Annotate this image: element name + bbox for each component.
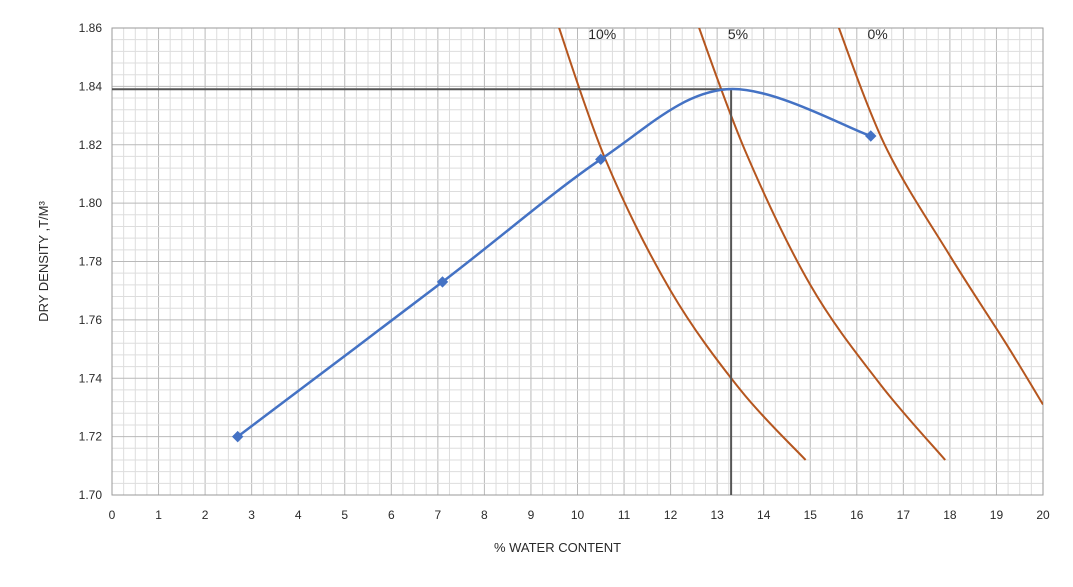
- compaction-curve-line: [236, 87, 872, 438]
- x-tick-label: 8: [481, 508, 488, 522]
- zav-curve-label: 0%: [868, 26, 888, 42]
- x-tick-label: 7: [435, 508, 442, 522]
- x-tick-label: 4: [295, 508, 302, 522]
- axes: [111, 27, 1044, 496]
- y-tick-label: 1.76: [79, 313, 103, 327]
- compaction-data-point: [865, 130, 877, 142]
- x-tick-label: 17: [897, 508, 911, 522]
- y-tick-label: 1.80: [79, 196, 103, 210]
- y-tick-label: 1.78: [79, 255, 103, 269]
- x-tick-label: 2: [202, 508, 209, 522]
- y-tick-label: 1.84: [79, 79, 103, 93]
- y-axis-title: DRY DENSITY ,T/M³: [36, 201, 51, 322]
- x-tick-label: 11: [618, 508, 631, 522]
- x-axis-title: % WATER CONTENT: [494, 540, 621, 555]
- x-tick-label: 10: [571, 508, 585, 522]
- x-tick-label: 16: [850, 508, 864, 522]
- x-tick-label: 19: [990, 508, 1004, 522]
- x-tick-label: 18: [943, 508, 957, 522]
- x-tick-label: 14: [757, 508, 771, 522]
- x-tick-label: 6: [388, 508, 395, 522]
- x-tick-label: 3: [248, 508, 255, 522]
- zav-curve-5pct: [698, 28, 946, 461]
- compaction-data-point: [231, 430, 244, 443]
- x-tick-label: 0: [109, 508, 116, 522]
- grid: [111, 27, 1044, 496]
- x-tick-label: 20: [1036, 508, 1050, 522]
- zav-curve-0pct: [837, 28, 1043, 406]
- compaction-data-point: [595, 153, 607, 166]
- y-tick-label: 1.82: [79, 138, 103, 152]
- zav-curve-10pct: [558, 28, 807, 461]
- labels: 0 1 2 3 4 5 6 7 8 9 10 11 12 13 14 15 16 17 18 19 201.701.72…: [79, 21, 1050, 522]
- zav-curve-label: 5%: [728, 26, 748, 42]
- zav-curve-label: 10%: [588, 26, 616, 42]
- compaction-data-point: [436, 276, 449, 288]
- y-tick-label: 1.70: [79, 488, 103, 502]
- x-tick-label: 12: [664, 508, 678, 522]
- x-tick-label: 9: [528, 508, 535, 522]
- x-tick-label: 5: [341, 508, 348, 522]
- y-tick-label: 1.74: [79, 371, 103, 385]
- plot-frame: [111, 27, 1044, 496]
- x-tick-label: 13: [710, 508, 724, 522]
- series: [112, 28, 1043, 495]
- y-tick-label: 1.86: [79, 21, 103, 35]
- y-tick-label: 1.72: [79, 430, 103, 444]
- x-tick-label: 15: [804, 508, 818, 522]
- x-tick-label: 1: [155, 508, 162, 522]
